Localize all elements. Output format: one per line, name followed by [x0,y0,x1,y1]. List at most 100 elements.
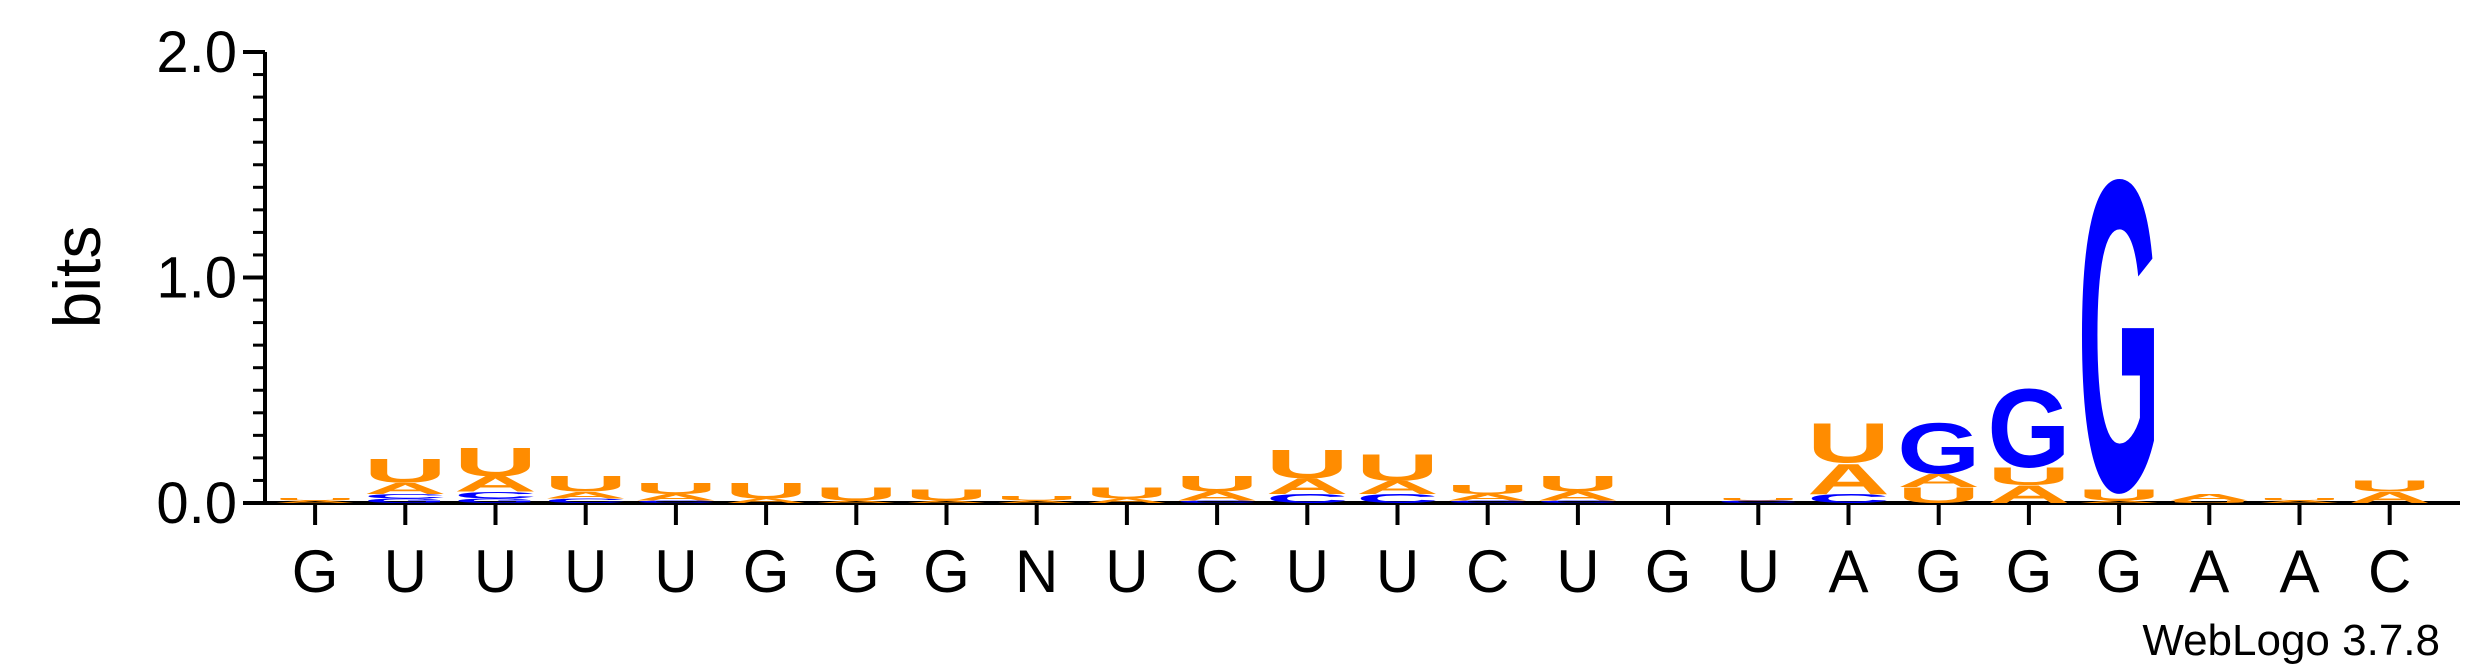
logo-letter-U: U [2168,500,2251,504]
x-tick-label: G [833,538,880,605]
svg-text:G: G [1897,410,1980,490]
x-tick-label: U [1556,538,1599,605]
svg-text:U: U [905,487,988,504]
y-tick-label: 1.0 [156,246,237,311]
logo-letter-A: A [815,500,898,504]
svg-text:C: C [1356,492,1439,506]
svg-text:U: U [2078,487,2161,504]
x-tick-label: U [564,538,607,605]
logo-letter-A: A [1176,490,1259,504]
x-tick-label: N [1015,538,1058,605]
x-tick-label: G [743,538,790,605]
logo-letter-A: A [364,480,447,497]
logo-letter-G: G [1897,410,1980,490]
svg-text:G: G [2078,87,2161,585]
logo-letter-U: U [1356,447,1439,489]
svg-text:A: A [1266,474,1349,499]
logo-letter-A: A [634,492,717,502]
svg-text:U: U [1536,472,1619,497]
svg-text:U: U [2348,478,2431,495]
logo-letter-A: A [544,490,627,500]
logo-letter-A: A [2168,492,2251,502]
x-tick-label: U [654,538,697,605]
logo-letter-A: A [905,500,988,504]
x-tick-label: A [2189,538,2229,605]
x-tick-label: G [1645,538,1692,605]
svg-text:U: U [815,484,898,505]
logo-letter-C: C [1446,500,1529,504]
logo-letter-A: A [1446,492,1529,502]
logo-letter-U: U [2258,498,2341,502]
logo-letter-A: A [1266,474,1349,499]
x-tick-label: G [2006,538,2053,605]
logo-letter-U: U [725,479,808,504]
logo-letter-C: C [544,497,627,504]
svg-text:G: G [1987,366,2070,491]
svg-text:U: U [2168,500,2251,504]
logo-letter-U: U [634,480,717,497]
svg-text:A: A [1446,492,1529,502]
svg-text:A: A [2348,489,2431,506]
logo-letter-U: U [1446,483,1529,497]
x-tick-label: A [1828,538,1868,605]
logo-letter-A: A [725,497,808,504]
svg-text:U: U [364,451,447,490]
svg-text:A: A [1176,490,1259,504]
svg-text:C: C [544,497,627,504]
logo-letter-U: U [274,498,357,502]
svg-text:C: C [454,490,537,500]
svg-text:A: A [634,492,717,502]
svg-text:A: A [1085,497,1168,504]
y-axis-label: bits [40,226,114,329]
logo-letter-C: C [454,490,537,500]
logo-letter-G: G [454,497,537,504]
logo-letter-U: U [1987,462,2070,490]
logo-letter-U: U [544,472,627,497]
svg-text:A: A [2258,500,2341,504]
logo-letter-U: U [1717,498,1800,502]
svg-text:C: C [634,500,717,504]
svg-text:C: C [1266,492,1349,506]
svg-text:A: A [725,497,808,504]
logo-letter-A: A [995,500,1078,504]
svg-text:U: U [2258,498,2341,502]
logo-letter-U: U [1266,442,1349,487]
svg-text:A: A [815,500,898,504]
logo-letter-U: U [995,495,1078,502]
x-tick-label: C [1466,538,1509,605]
x-tick-label: G [292,538,339,605]
logo-letter-A: A [1897,470,1980,491]
logo-letter-U: U [815,484,898,505]
svg-text:U: U [634,480,717,497]
svg-text:A: A [274,500,357,504]
logo-letter-A: A [2258,500,2341,504]
x-tick-label: C [2368,538,2411,605]
x-tick-label: U [1376,538,1419,605]
logo-letter-U: U [1536,472,1619,497]
svg-text:U: U [995,495,1078,502]
logo-letter-U: U [905,487,988,504]
svg-text:U: U [274,498,357,502]
svg-text:A: A [1536,490,1619,504]
x-tick-label: U [1105,538,1148,605]
x-tick-label: U [1737,538,1780,605]
svg-text:C: C [1807,492,1890,506]
logo-letter-C: C [1176,500,1259,504]
svg-text:U: U [1717,498,1800,502]
x-tick-label: U [1286,538,1329,605]
x-tick-label: A [2279,538,2319,605]
svg-text:A: A [1897,470,1980,491]
svg-text:C: C [1176,500,1259,504]
svg-text:A: A [2078,500,2161,504]
svg-text:A: A [454,472,537,497]
logo-letter-A: A [2348,489,2431,506]
x-tick-label: C [1195,538,1238,605]
logo-letter-C: C [1356,492,1439,506]
logo-letter-A: A [274,500,357,504]
logo-letter-C: C [1717,500,1800,504]
weblogo-version: WebLogo 3.7.8 [2142,616,2440,665]
logo-letter-C: C [634,500,717,504]
svg-text:A: A [364,480,447,497]
logo-letter-A: A [1807,455,1890,504]
